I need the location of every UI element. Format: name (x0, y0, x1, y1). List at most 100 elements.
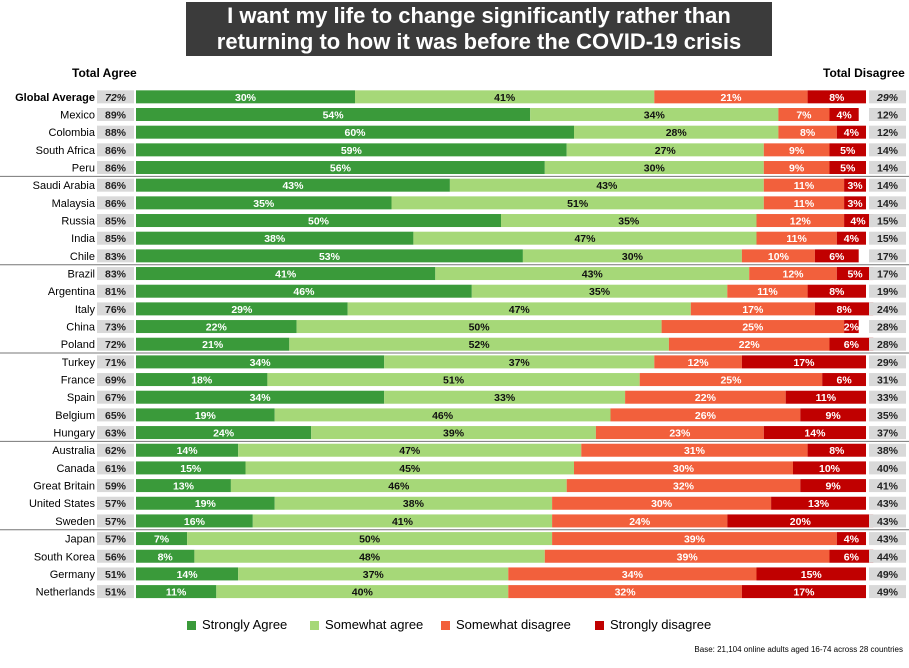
total-agree-cell (97, 161, 134, 175)
bar-segment-somewhat-disagree (756, 214, 845, 228)
total-agree-header: Total Agree (72, 66, 137, 80)
total-disagree-cell (869, 161, 906, 175)
data-label-somewhat-agree: 39% (443, 428, 465, 440)
data-label-strongly-disagree: 8% (837, 304, 853, 316)
legend-label-strongly-disagree: Strongly disagree (610, 617, 712, 632)
bar-segment-strongly-agree (136, 496, 275, 510)
total-disagree-cell (869, 461, 906, 475)
bar-segment-somewhat-agree (355, 90, 655, 104)
total-agree-cell (97, 267, 134, 281)
total-agree-cell (97, 461, 134, 475)
total-disagree-cell (869, 479, 906, 493)
data-label-somewhat-agree: 51% (443, 375, 465, 387)
data-label-strongly-disagree: 11% (816, 392, 837, 404)
data-label-strongly-agree: 18% (191, 375, 213, 387)
bar-segment-somewhat-agree (471, 284, 728, 298)
bar-segment-somewhat-agree (274, 408, 611, 422)
bar-segment-strongly-agree (136, 390, 385, 404)
bar-segment-strongly-agree (136, 161, 545, 175)
total-disagree-value: 49% (877, 569, 899, 581)
total-disagree-value: 17% (877, 251, 899, 263)
total-agree-cell (97, 249, 134, 263)
data-label-strongly-agree: 54% (323, 110, 345, 122)
data-label-somewhat-agree: 41% (392, 516, 414, 528)
category-label: Global Average (15, 92, 95, 104)
data-label-strongly-agree: 30% (235, 92, 257, 104)
data-label-somewhat-agree: 48% (359, 551, 381, 563)
category-label: Peru (72, 163, 95, 175)
total-disagree-cell (869, 90, 906, 104)
chart-title-box: I want my life to change significantly r… (186, 2, 772, 56)
data-label-somewhat-disagree: 22% (739, 339, 761, 351)
data-label-somewhat-disagree: 34% (622, 569, 644, 581)
bar-segment-strongly-agree (136, 461, 246, 475)
category-label: Germany (50, 569, 96, 581)
data-label-somewhat-agree: 28% (666, 127, 688, 139)
total-agree-cell (97, 443, 134, 457)
bar-segment-strongly-agree (136, 302, 348, 316)
data-label-somewhat-disagree: 25% (742, 322, 764, 334)
total-agree-value: 72% (105, 92, 127, 104)
data-label-strongly-disagree: 5% (847, 269, 863, 281)
category-label: Poland (61, 339, 95, 351)
data-label-strongly-agree: 34% (250, 357, 272, 369)
legend-label-somewhat-disagree: Somewhat disagree (456, 617, 571, 632)
total-agree-cell (97, 320, 134, 334)
total-agree-value: 85% (105, 216, 127, 228)
total-agree-cell (97, 196, 134, 210)
data-label-somewhat-agree: 37% (363, 569, 385, 581)
bar-segment-somewhat-disagree (763, 178, 845, 192)
data-label-strongly-disagree: 9% (826, 410, 842, 422)
data-label-strongly-disagree: 20% (790, 516, 812, 528)
base-note: Base: 21,104 online adults aged 16-74 ac… (694, 645, 903, 654)
total-disagree-value: 14% (877, 145, 899, 157)
bar-segment-strongly-agree (136, 408, 275, 422)
legend-label-somewhat-agree: Somewhat agree (325, 617, 424, 632)
total-agree-cell (97, 479, 134, 493)
data-label-somewhat-disagree: 32% (673, 481, 695, 493)
bar-segment-strongly-disagree (727, 514, 874, 528)
bar-segment-strongly-agree (136, 567, 239, 581)
data-label-strongly-agree: 43% (282, 180, 304, 192)
total-disagree-value: 28% (877, 339, 899, 351)
total-disagree-value: 37% (877, 428, 899, 440)
total-agree-value: 51% (105, 587, 127, 599)
total-agree-value: 86% (105, 163, 127, 175)
category-label: Argentina (48, 286, 96, 298)
total-disagree-cell (869, 267, 906, 281)
bar-segment-strongly-disagree (836, 267, 874, 281)
bar-segment-strongly-disagree (741, 585, 866, 599)
bar-segment-somewhat-agree (384, 390, 626, 404)
total-disagree-cell (869, 443, 906, 457)
bar-segment-strongly-disagree (814, 249, 859, 263)
total-disagree-value: 24% (877, 304, 899, 316)
data-label-strongly-disagree: 8% (829, 445, 845, 457)
bar-segment-somewhat-disagree (552, 514, 728, 528)
category-label: Saudi Arabia (33, 180, 96, 192)
data-label-strongly-disagree: 17% (793, 587, 815, 599)
bar-segment-somewhat-disagree (778, 108, 830, 122)
bar-segment-somewhat-agree (238, 443, 582, 457)
bar-segment-somewhat-agree (449, 178, 764, 192)
data-label-somewhat-agree: 27% (655, 145, 677, 157)
data-label-strongly-disagree: 6% (837, 375, 853, 387)
legend-item-strongly-disagree: Strongly disagree (595, 617, 711, 632)
data-label-somewhat-disagree: 12% (782, 269, 804, 281)
bar-segment-strongly-agree (136, 373, 268, 387)
data-label-somewhat-agree: 43% (596, 180, 618, 192)
bar-segment-strongly-agree (136, 249, 523, 263)
total-agree-value: 86% (105, 145, 127, 157)
data-label-somewhat-agree: 47% (574, 233, 596, 245)
total-disagree-value: 43% (877, 516, 899, 528)
bar-segment-somewhat-disagree (508, 567, 757, 581)
bar-segment-somewhat-agree (274, 496, 553, 510)
data-label-strongly-disagree: 4% (844, 534, 860, 546)
category-label: Russia (61, 216, 96, 228)
bar-segment-strongly-agree (136, 426, 312, 440)
total-agree-value: 83% (105, 269, 127, 281)
total-disagree-value: 43% (877, 498, 899, 510)
total-disagree-value: 28% (877, 322, 899, 334)
bar-segment-strongly-disagree (844, 320, 859, 334)
bar-segment-somewhat-disagree (661, 320, 845, 334)
bar-segment-somewhat-agree (566, 143, 764, 157)
